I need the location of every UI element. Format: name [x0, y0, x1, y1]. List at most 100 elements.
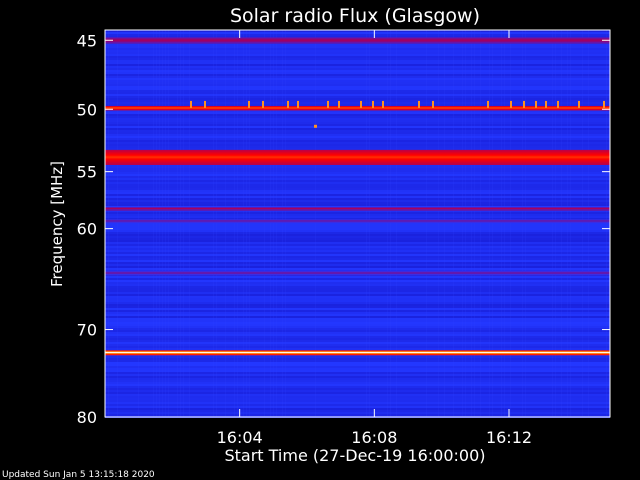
- burst-spike: [297, 100, 299, 108]
- spectrogram-row: [105, 250, 610, 252]
- spectrogram-row: [105, 282, 610, 284]
- time-striation: [474, 30, 475, 417]
- spectrogram-row: [105, 264, 610, 266]
- burst-spike: [248, 100, 250, 108]
- spectrogram-row: [105, 406, 610, 408]
- band-row: [105, 156, 610, 159]
- spectrogram-row: [105, 144, 610, 146]
- x-tick-label: 16:04: [217, 428, 263, 447]
- spectrogram-row: [105, 180, 610, 182]
- time-striation: [444, 30, 445, 417]
- spectrogram-row: [105, 308, 610, 310]
- time-striation: [588, 30, 589, 417]
- burst-spike: [432, 100, 434, 108]
- burst-spike: [487, 100, 489, 108]
- spectrogram-row: [105, 84, 610, 86]
- time-striation: [165, 30, 166, 417]
- spectrogram-row: [105, 332, 610, 334]
- time-striation: [492, 30, 493, 417]
- y-tick-label: 50: [77, 100, 97, 119]
- y-tick-label: 45: [77, 31, 97, 50]
- band-row: [105, 220, 610, 222]
- burst-spike: [338, 100, 340, 108]
- y-axis-label: Frequency [MHz]: [48, 161, 66, 287]
- band-row: [105, 39, 610, 41]
- spectrogram-row: [105, 334, 610, 336]
- band-row: [105, 37, 610, 39]
- spectrogram-row: [105, 290, 610, 292]
- band-row: [105, 105, 610, 108]
- spectrogram-row: [105, 188, 610, 190]
- spectrogram-row: [105, 178, 610, 180]
- time-striation: [387, 30, 388, 417]
- time-striation: [273, 30, 274, 417]
- spectrogram-row: [105, 130, 610, 132]
- spectrogram-row: [105, 86, 610, 88]
- time-striation: [570, 30, 571, 417]
- band-row: [105, 162, 610, 165]
- spectrogram-row: [105, 62, 610, 64]
- spectrogram-row: [105, 348, 610, 350]
- spectrogram-row: [105, 386, 610, 388]
- band-row: [105, 219, 610, 221]
- spectrogram-row: [105, 52, 610, 54]
- spectrogram-row: [105, 182, 610, 184]
- spectrogram-row: [105, 322, 610, 324]
- time-striation: [159, 30, 160, 417]
- band-row: [105, 153, 610, 156]
- spectrogram-row: [105, 110, 610, 112]
- spectrogram-row: [105, 72, 610, 74]
- emission-band: [105, 37, 610, 44]
- time-striation: [366, 30, 367, 417]
- time-striation: [561, 30, 562, 417]
- spectrogram-row: [105, 146, 610, 148]
- band-row: [105, 158, 610, 161]
- spectrogram-row: [105, 364, 610, 366]
- spectrogram-row: [105, 284, 610, 286]
- burst-spike: [190, 100, 192, 108]
- spectrogram-row: [105, 294, 610, 296]
- spectrogram-row: [105, 362, 610, 364]
- spectrogram-row: [105, 118, 610, 120]
- spectrogram-row: [105, 80, 610, 82]
- time-striation: [276, 30, 277, 417]
- time-striation: [117, 30, 118, 417]
- spectrogram-row: [105, 304, 610, 306]
- spectrogram-row: [105, 192, 610, 194]
- band-row: [105, 159, 610, 162]
- spectrogram-row: [105, 224, 610, 226]
- spectrogram-row: [105, 74, 610, 76]
- band-row: [105, 270, 610, 273]
- spectrogram-row: [105, 372, 610, 374]
- spectrogram-row: [105, 172, 610, 174]
- spectrogram-row: [105, 228, 610, 230]
- band-row: [105, 150, 610, 153]
- burst-spike: [523, 100, 525, 108]
- spectrogram-row: [105, 174, 610, 176]
- spectrogram-row: [105, 312, 610, 314]
- spectrogram-row: [105, 58, 610, 60]
- y-tick-label: 70: [77, 321, 97, 340]
- band-row: [105, 149, 610, 152]
- spectrogram-row: [105, 66, 610, 68]
- x-axis-label: Start Time (27-Dec-19 16:00:00): [224, 446, 485, 465]
- spectrogram-row: [105, 54, 610, 56]
- spectrogram-row: [105, 280, 610, 282]
- burst-spike: [510, 100, 512, 108]
- y-tick-label: 60: [77, 220, 97, 239]
- chart-title: Solar radio Flux (Glasgow): [230, 5, 480, 27]
- spectrogram-row: [105, 44, 610, 46]
- band-row: [105, 152, 610, 155]
- band-row: [105, 273, 610, 276]
- spectrogram-row: [105, 128, 610, 130]
- time-striation: [453, 30, 454, 417]
- spectrogram-row: [105, 302, 610, 304]
- spectrogram-row: [105, 276, 610, 278]
- emission-band: [105, 105, 610, 111]
- time-striation: [504, 30, 505, 417]
- band-row: [105, 154, 610, 157]
- spectrogram-row: [105, 202, 610, 204]
- time-striation: [390, 30, 391, 417]
- spectrogram-row: [105, 412, 610, 414]
